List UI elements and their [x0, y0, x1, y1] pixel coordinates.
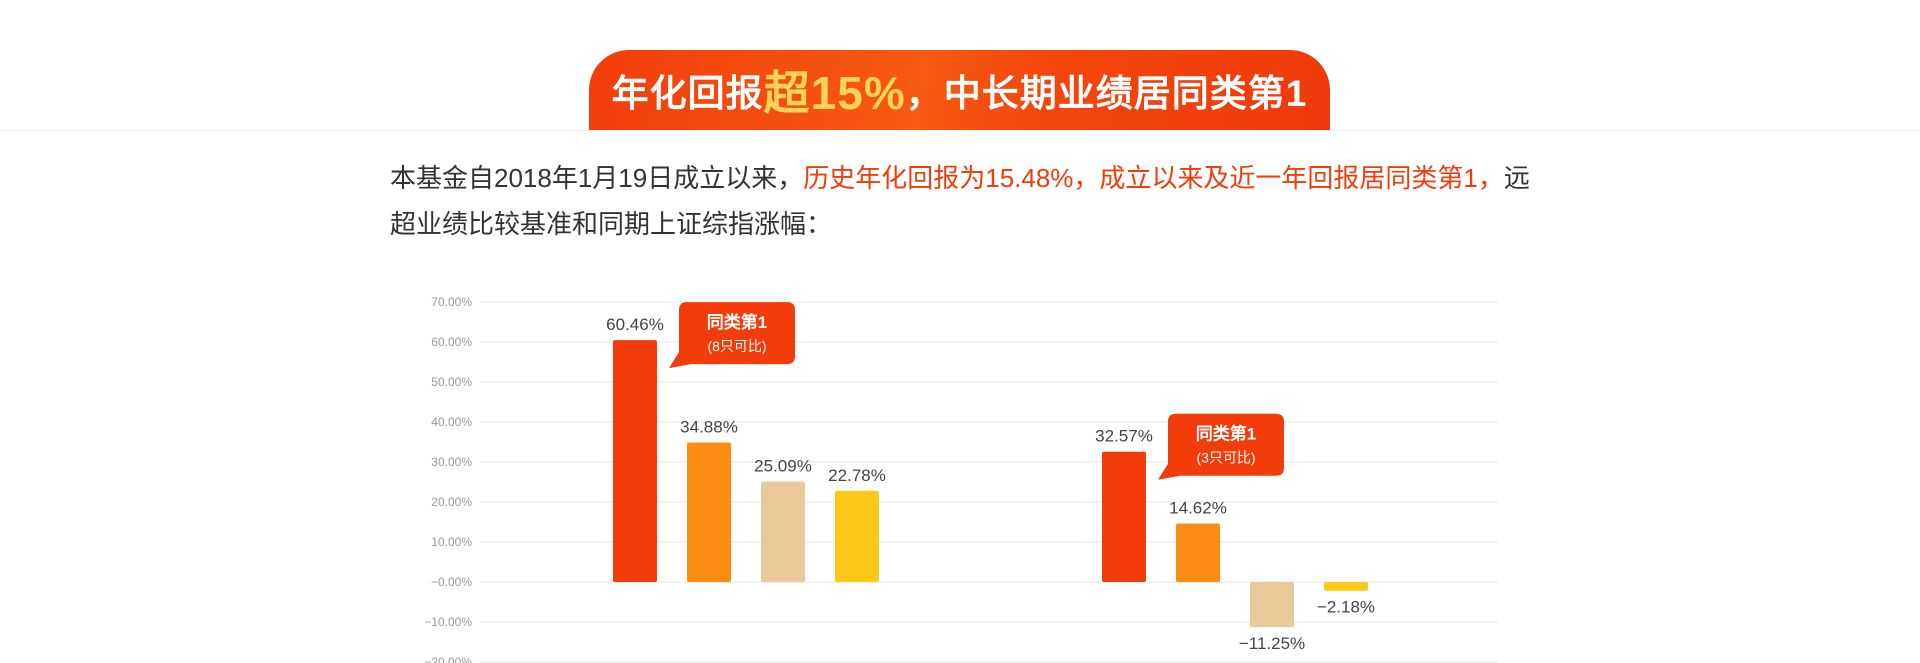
y-tick-label: 20.00% [431, 495, 472, 509]
title-part1: 年化回报 [611, 73, 764, 114]
rank-badge-title: 同类第1 [707, 312, 767, 332]
bar-value-label: 25.09% [754, 457, 812, 476]
bar [761, 481, 805, 582]
bar-value-label: 60.46% [606, 315, 664, 334]
section-title: 年化回报 超15% ，中长期业绩居同类第1 [589, 50, 1330, 130]
bar-value-label: 32.57% [1095, 427, 1153, 446]
y-tick-label: 30.00% [431, 455, 472, 469]
bar [1324, 582, 1368, 591]
intro-text-red: 历史年化回报为15.48%，成立以来及近一年回报居同类第1， [803, 163, 1504, 193]
y-tick-label: 70.00% [431, 295, 472, 309]
bar [835, 490, 879, 582]
bar-value-label: −11.25% [1239, 634, 1305, 653]
bar [1102, 451, 1146, 582]
y-tick-label: −20.00% [424, 655, 472, 663]
intro-text2: 远超业绩比较基准和同期上证综指涨幅： [390, 163, 1530, 239]
title-highlight: 超15% [763, 67, 906, 119]
bar [687, 442, 731, 582]
bar [1250, 582, 1294, 627]
rank-badge-title: 同类第1 [1196, 424, 1256, 444]
y-tick-label: 40.00% [431, 415, 472, 429]
bar-value-label: −2.18% [1317, 598, 1375, 617]
bar [613, 340, 657, 582]
y-tick-label: −0.00% [431, 575, 472, 589]
y-tick-label: −10.00% [424, 615, 472, 629]
y-tick-label: 50.00% [431, 375, 472, 389]
rank-badge-subtitle: (3只可比) [1196, 450, 1255, 466]
y-tick-label: 10.00% [431, 535, 472, 549]
bar [1176, 523, 1220, 582]
intro-text1: 本基金自2018年1月19日成立以来， [390, 163, 804, 193]
bar-value-label: 34.88% [680, 417, 738, 436]
bar-value-label: 14.62% [1169, 499, 1227, 518]
intro-paragraph: 本基金自2018年1月19日成立以来，历史年化回报为15.48%，成立以来及近一… [390, 155, 1540, 247]
rank-badge [1158, 413, 1284, 480]
rank-badge [669, 302, 795, 369]
bar-value-label: 22.78% [828, 466, 886, 485]
title-part2: ，中长期业绩居同类第1 [905, 73, 1308, 114]
y-tick-label: 60.00% [431, 335, 472, 349]
rank-badge-subtitle: (8只可比) [707, 338, 766, 354]
